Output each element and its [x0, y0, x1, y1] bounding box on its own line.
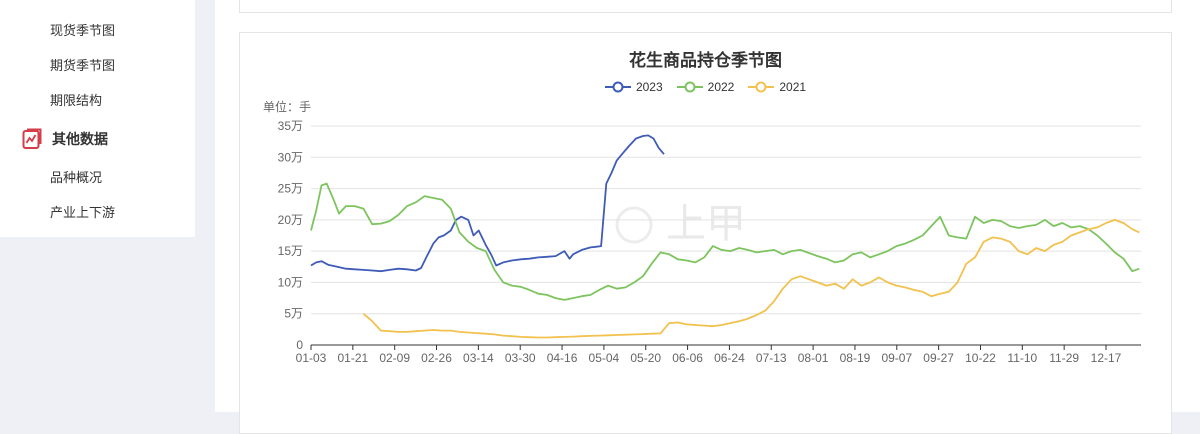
- x-tick-label: 05-04: [589, 351, 620, 365]
- sidebar: 现货季节图 期货季节图 期限结构 其他数据 品种概况 产业上下游: [0, 0, 195, 237]
- x-tick-label: 07-13: [756, 351, 787, 365]
- y-tick-label: 10万: [278, 275, 303, 289]
- legend-label: 2021: [779, 80, 807, 94]
- legend-item-2022[interactable]: 2022: [676, 80, 735, 94]
- chart-plot: 上甲 0 5万 10万 15万 20万 25万 30万 35万 01-03 01-21 02-09 02…: [278, 119, 1141, 365]
- x-tick-label: 11-10: [1007, 351, 1037, 365]
- legend-marker-icon: [748, 81, 775, 93]
- chart-doc-icon: [22, 128, 42, 149]
- x-tick-label: 06-06: [672, 351, 703, 365]
- sidebar-item-industry-chain[interactable]: 产业上下游: [50, 205, 116, 220]
- series-line-2021: [362, 219, 1140, 339]
- legend-label: 2022: [707, 80, 735, 94]
- x-tick-label: 01-03: [296, 351, 327, 365]
- chart-title: 花生商品持仓季节图: [629, 51, 782, 70]
- x-tick-label: 12-17: [1091, 351, 1122, 365]
- y-tick-label: 30万: [278, 150, 303, 164]
- sidebar-item-spot-season[interactable]: 现货季节图: [50, 23, 116, 38]
- watermark-text: 上甲: [666, 202, 746, 246]
- y-tick-label: 15万: [278, 244, 303, 258]
- x-tick-label: 06-24: [714, 351, 745, 365]
- sidebar-item-futures-season[interactable]: 期货季节图: [50, 58, 116, 73]
- sidebar-item-overview[interactable]: 品种概况: [50, 170, 103, 185]
- y-tick-label: 25万: [278, 182, 303, 196]
- x-tick-label: 05-20: [630, 351, 661, 365]
- x-tick-label: 10-22: [965, 351, 996, 365]
- x-tick-label: 04-16: [547, 351, 578, 365]
- sidebar-item-term-structure[interactable]: 期限结构: [50, 93, 103, 108]
- legend-item-2023[interactable]: 2023: [604, 80, 663, 94]
- x-tick-label: 11-29: [1049, 351, 1079, 365]
- x-tick-label: 08-01: [798, 351, 829, 365]
- main-content: 花生商品持仓季节图 2023 2022 2021 单位：手 上甲 0 5万 10万 15万 2…: [215, 0, 1200, 434]
- series-line-2022: [310, 182, 1140, 301]
- legend-marker-icon: [604, 81, 631, 93]
- y-tick-label: 5万: [284, 307, 303, 321]
- x-tick-label: 02-26: [421, 351, 452, 365]
- x-tick-label: 03-14: [463, 351, 494, 365]
- watermark-logo: [615, 206, 653, 244]
- sidebar-group-other-data[interactable]: 其他数据: [22, 128, 108, 150]
- x-tick-label: 02-09: [379, 351, 410, 365]
- x-tick-label: 01-21: [337, 351, 368, 365]
- x-tick-label: 08-19: [840, 351, 871, 365]
- x-tick-label: 09-27: [923, 351, 954, 365]
- y-tick-label: 0: [296, 338, 303, 352]
- unit-label: 单位：手: [263, 100, 312, 114]
- previous-chart-card: [239, 0, 1172, 13]
- chart-card: 花生商品持仓季节图 2023 2022 2021 单位：手 上甲 0 5万 10万 15万 2…: [239, 32, 1172, 434]
- legend-label: 2023: [635, 80, 663, 94]
- series-line-2023: [310, 134, 665, 273]
- y-tick-label: 35万: [278, 119, 303, 133]
- x-tick-label: 03-30: [505, 351, 536, 365]
- sidebar-group-label: 其他数据: [52, 131, 108, 147]
- y-tick-label: 20万: [278, 213, 303, 227]
- legend-marker-icon: [676, 81, 703, 93]
- x-tick-label: 09-07: [881, 351, 912, 365]
- legend-item-2021[interactable]: 2021: [748, 80, 806, 94]
- chart-legend: 2023 2022 2021: [240, 80, 1171, 94]
